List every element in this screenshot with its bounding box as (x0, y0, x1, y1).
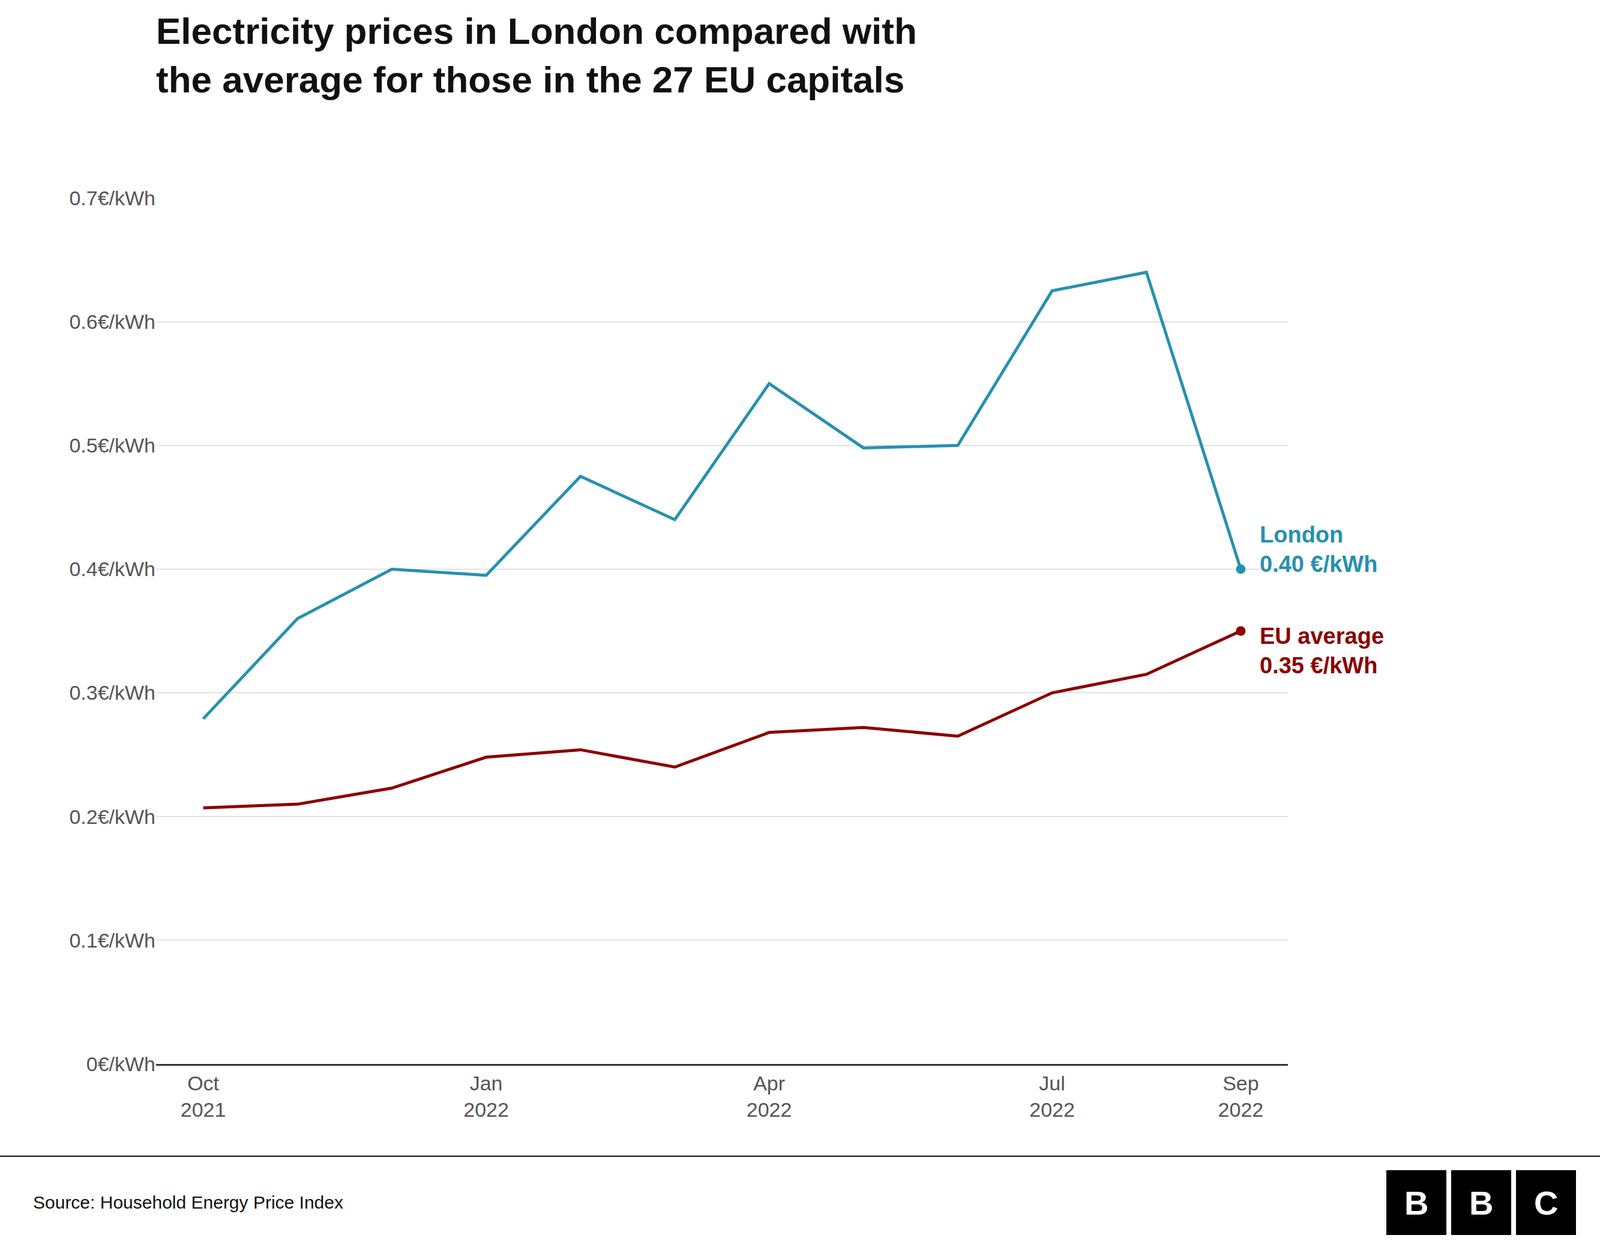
svg-text:Apr2022: Apr2022 (746, 1071, 793, 1122)
svg-text:Jul2022: Jul2022 (1029, 1071, 1075, 1122)
svg-text:0.5€/kWh: 0.5€/kWh (69, 433, 156, 457)
svg-text:EU average0.35 €/kWh: EU average0.35 €/kWh (1259, 623, 1384, 679)
svg-text:C: C (1533, 1184, 1558, 1222)
svg-text:Source: Household Energy Price: Source: Household Energy Price Index (33, 1192, 344, 1213)
svg-text:0.1€/kWh: 0.1€/kWh (69, 929, 156, 952)
svg-text:0.2€/kWh: 0.2€/kWh (69, 805, 156, 829)
svg-text:Electricity prices in London c: Electricity prices in London compared wi… (156, 10, 918, 101)
svg-text:Oct2021: Oct2021 (180, 1071, 227, 1122)
svg-text:0.3€/kWh: 0.3€/kWh (69, 681, 156, 704)
svg-text:B: B (1469, 1184, 1494, 1222)
svg-text:Sep2022: Sep2022 (1218, 1071, 1264, 1122)
svg-text:0.4€/kWh: 0.4€/kWh (69, 557, 156, 581)
svg-text:0.6€/kWh: 0.6€/kWh (69, 310, 156, 334)
svg-text:0€/kWh: 0€/kWh (86, 1052, 156, 1076)
svg-text:London0.40 €/kWh: London0.40 €/kWh (1259, 522, 1378, 577)
svg-text:Jan2022: Jan2022 (463, 1071, 509, 1122)
svg-text:0.7€/kWh: 0.7€/kWh (69, 186, 156, 210)
svg-text:B: B (1404, 1184, 1429, 1222)
